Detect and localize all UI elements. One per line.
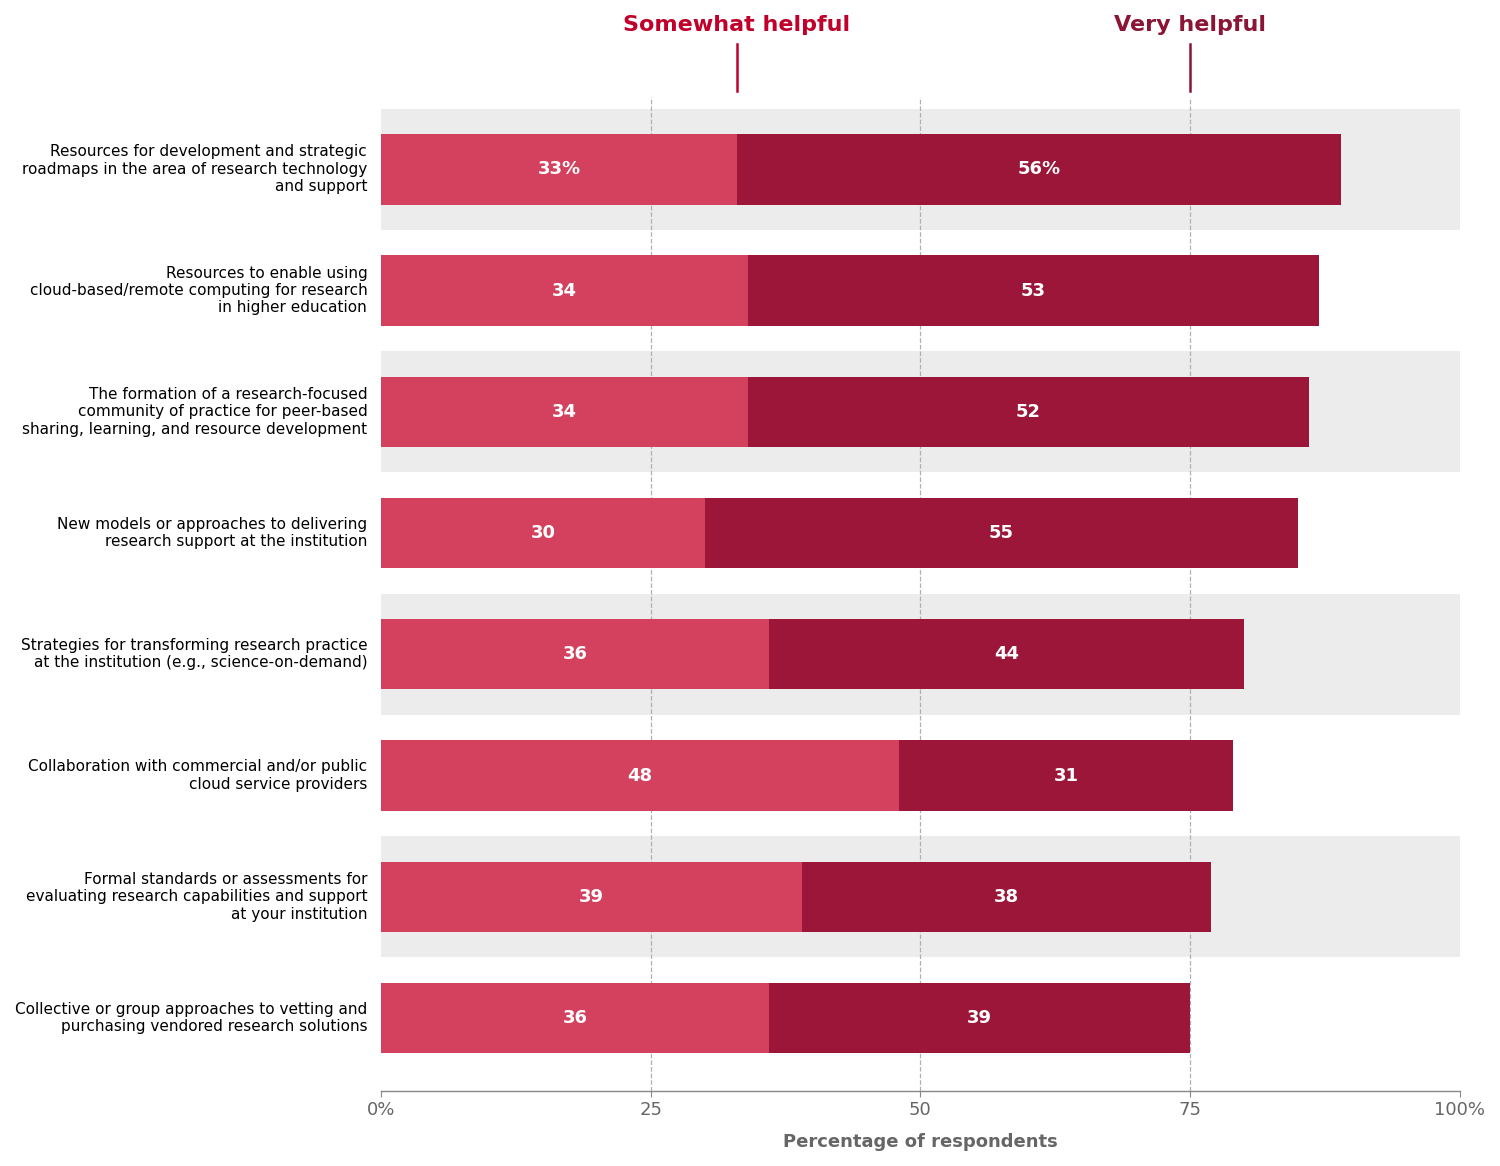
Text: Somewhat helpful: Somewhat helpful xyxy=(624,15,850,35)
Bar xyxy=(770,983,1190,1053)
Text: 36: 36 xyxy=(562,1009,588,1027)
Bar xyxy=(748,255,1320,325)
Text: 44: 44 xyxy=(994,645,1018,663)
Bar xyxy=(381,134,736,204)
Bar xyxy=(736,134,1341,204)
Text: 36: 36 xyxy=(562,645,588,663)
Bar xyxy=(748,377,1308,447)
Text: 34: 34 xyxy=(552,402,578,421)
Bar xyxy=(801,862,1212,932)
Bar xyxy=(381,957,1460,1079)
Bar xyxy=(381,255,748,325)
Text: 31: 31 xyxy=(1053,766,1078,785)
Text: 39: 39 xyxy=(579,887,604,906)
Text: 52: 52 xyxy=(1016,402,1041,421)
Bar xyxy=(381,836,1460,957)
Bar xyxy=(381,619,770,689)
Bar xyxy=(381,740,898,810)
Bar xyxy=(381,715,1460,836)
Text: 34: 34 xyxy=(552,281,578,300)
Bar xyxy=(381,108,1460,230)
X-axis label: Percentage of respondents: Percentage of respondents xyxy=(783,1133,1058,1151)
Bar xyxy=(381,472,1460,593)
Bar xyxy=(381,351,1460,472)
Bar xyxy=(381,983,770,1053)
Bar xyxy=(770,619,1244,689)
Bar xyxy=(705,498,1298,568)
Bar xyxy=(381,377,748,447)
Text: 48: 48 xyxy=(627,766,652,785)
Bar xyxy=(898,740,1233,810)
Text: 38: 38 xyxy=(994,887,1018,906)
Text: 30: 30 xyxy=(531,524,555,542)
Text: 39: 39 xyxy=(968,1009,992,1027)
Text: 56%: 56% xyxy=(1017,161,1060,178)
Text: 55: 55 xyxy=(988,524,1014,542)
Text: 53: 53 xyxy=(1022,281,1046,300)
Bar xyxy=(381,593,1460,715)
Bar xyxy=(381,862,801,932)
Bar xyxy=(381,230,1460,351)
Text: 33%: 33% xyxy=(537,161,580,178)
Bar xyxy=(381,498,705,568)
Text: Very helpful: Very helpful xyxy=(1114,15,1266,35)
